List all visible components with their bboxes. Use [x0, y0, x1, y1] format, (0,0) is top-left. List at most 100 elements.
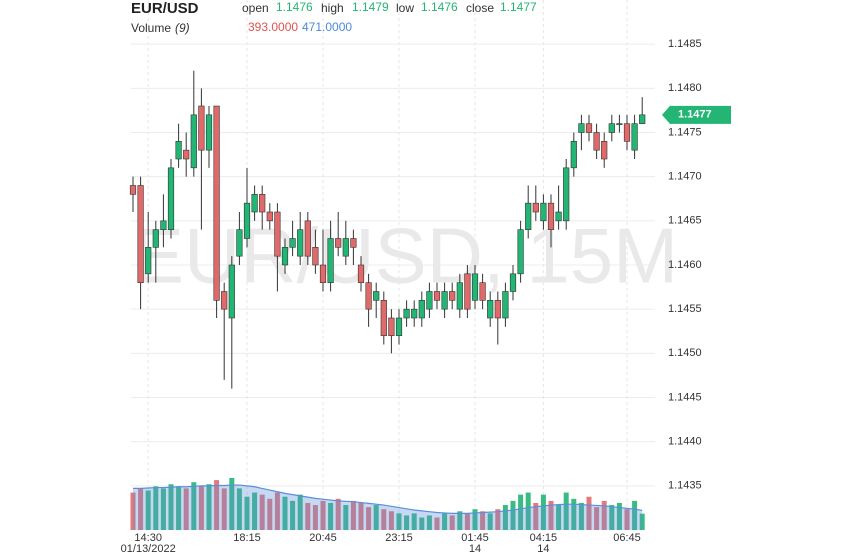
- candle-body: [623, 123, 631, 142]
- candle-body: [388, 317, 395, 336]
- volume-bar: [571, 498, 577, 530]
- volume-bar: [328, 502, 334, 530]
- volume-bar: [282, 496, 288, 530]
- volume-bar: [396, 513, 402, 530]
- legend-value: 1.1476: [421, 0, 458, 14]
- volume-bar: [404, 515, 410, 530]
- volume-bar: [366, 507, 372, 530]
- volume-bar: [206, 484, 212, 530]
- volume-bar: [639, 513, 645, 530]
- y-tick-label: 1.1480: [668, 82, 702, 94]
- candle-body: [251, 194, 258, 213]
- candle-body: [198, 105, 205, 151]
- y-tick-label: 1.1460: [668, 259, 702, 271]
- legend-label: close: [466, 1, 494, 15]
- candle-body: [319, 264, 327, 283]
- volume-bar: [457, 511, 463, 530]
- candle-body: [221, 291, 228, 310]
- candle-body: [373, 291, 380, 301]
- candle-body: [289, 238, 296, 248]
- legend-value: 1.1476: [276, 0, 313, 14]
- volume-bar: [145, 490, 151, 530]
- volume-bar: [305, 502, 311, 530]
- volume-bar: [624, 509, 630, 530]
- volume-bar: [198, 486, 204, 530]
- candle-body: [608, 123, 615, 133]
- candle-body: [175, 141, 182, 160]
- candle-body: [449, 291, 456, 301]
- volume-ma-line: [133, 484, 643, 514]
- volume-bar: [594, 507, 600, 530]
- candle-body: [547, 202, 555, 230]
- volume-bar: [358, 502, 364, 530]
- x-tick-label: 18:15: [233, 532, 261, 544]
- volume-bar: [176, 486, 182, 530]
- volume-bar: [168, 484, 174, 530]
- volume-bar: [236, 488, 242, 530]
- volume-bar: [259, 494, 265, 530]
- candle-body: [456, 282, 463, 310]
- y-tick-label: 1.1485: [668, 38, 702, 50]
- volume-bar: [601, 500, 607, 530]
- candle-body: [297, 229, 304, 257]
- y-tick-label: 1.1465: [668, 215, 702, 227]
- candle-body: [160, 220, 167, 230]
- x-tick-label: 23:15: [385, 532, 413, 544]
- x-date-label: 01/13/2022: [121, 543, 176, 555]
- candle-body: [532, 202, 539, 213]
- volume-bar: [297, 494, 303, 530]
- volume-bar: [274, 492, 280, 530]
- volume-bar: [290, 500, 296, 530]
- legend-value: 1.1479: [352, 0, 389, 14]
- volume-bar: [442, 513, 448, 530]
- candle-body: [357, 264, 365, 283]
- volume-bar: [138, 488, 144, 530]
- volume-bar: [411, 513, 417, 530]
- y-tick-label: 1.1450: [668, 347, 702, 359]
- volume-bar: [434, 517, 440, 530]
- candle-body: [145, 247, 152, 275]
- volume-bar: [609, 505, 615, 530]
- watermark: EUR/USD, 15M: [132, 212, 678, 300]
- volume-bar: [267, 498, 273, 530]
- candle-body: [266, 211, 273, 222]
- candle-body: [259, 194, 266, 213]
- candle-body: [152, 229, 159, 248]
- candle-body: [395, 317, 403, 336]
- candle-body: [183, 149, 190, 160]
- volume-bar: [312, 505, 318, 530]
- candle-body: [213, 105, 220, 301]
- volume-bar: [563, 492, 569, 530]
- last-price: 1.1477: [678, 109, 712, 121]
- volume-bar: [335, 498, 341, 530]
- volume-title: Volume: [131, 21, 171, 35]
- candle-body: [525, 202, 532, 230]
- candle-body: [190, 114, 197, 169]
- candle-body: [129, 185, 137, 195]
- candle-body: [517, 229, 524, 275]
- volume-bar: [350, 500, 356, 530]
- y-tick-label: 1.1435: [668, 480, 702, 492]
- candle-body: [342, 238, 349, 257]
- candle-body: [540, 202, 547, 222]
- y-tick-label: 1.1455: [668, 303, 702, 315]
- candle-body: [601, 141, 608, 160]
- volume-bar: [191, 482, 197, 530]
- candle-body: [137, 185, 144, 283]
- y-tick-label: 1.1475: [668, 126, 702, 138]
- candle-body: [555, 211, 562, 222]
- candle-body: [312, 247, 319, 266]
- volume-last: 393.0000: [248, 20, 298, 34]
- candle-body: [243, 202, 251, 239]
- volume-bar: [214, 480, 220, 530]
- volume-bar: [183, 488, 189, 530]
- candle-body: [380, 300, 387, 336]
- candle-body: [631, 123, 638, 151]
- volume-bar: [426, 515, 432, 530]
- candle-body: [281, 247, 289, 266]
- x-tick-label: 06:45: [613, 532, 641, 544]
- chart-title: EUR/USD: [131, 0, 199, 17]
- candle-body: [509, 273, 517, 292]
- volume-ma-last: 471.0000: [302, 20, 352, 34]
